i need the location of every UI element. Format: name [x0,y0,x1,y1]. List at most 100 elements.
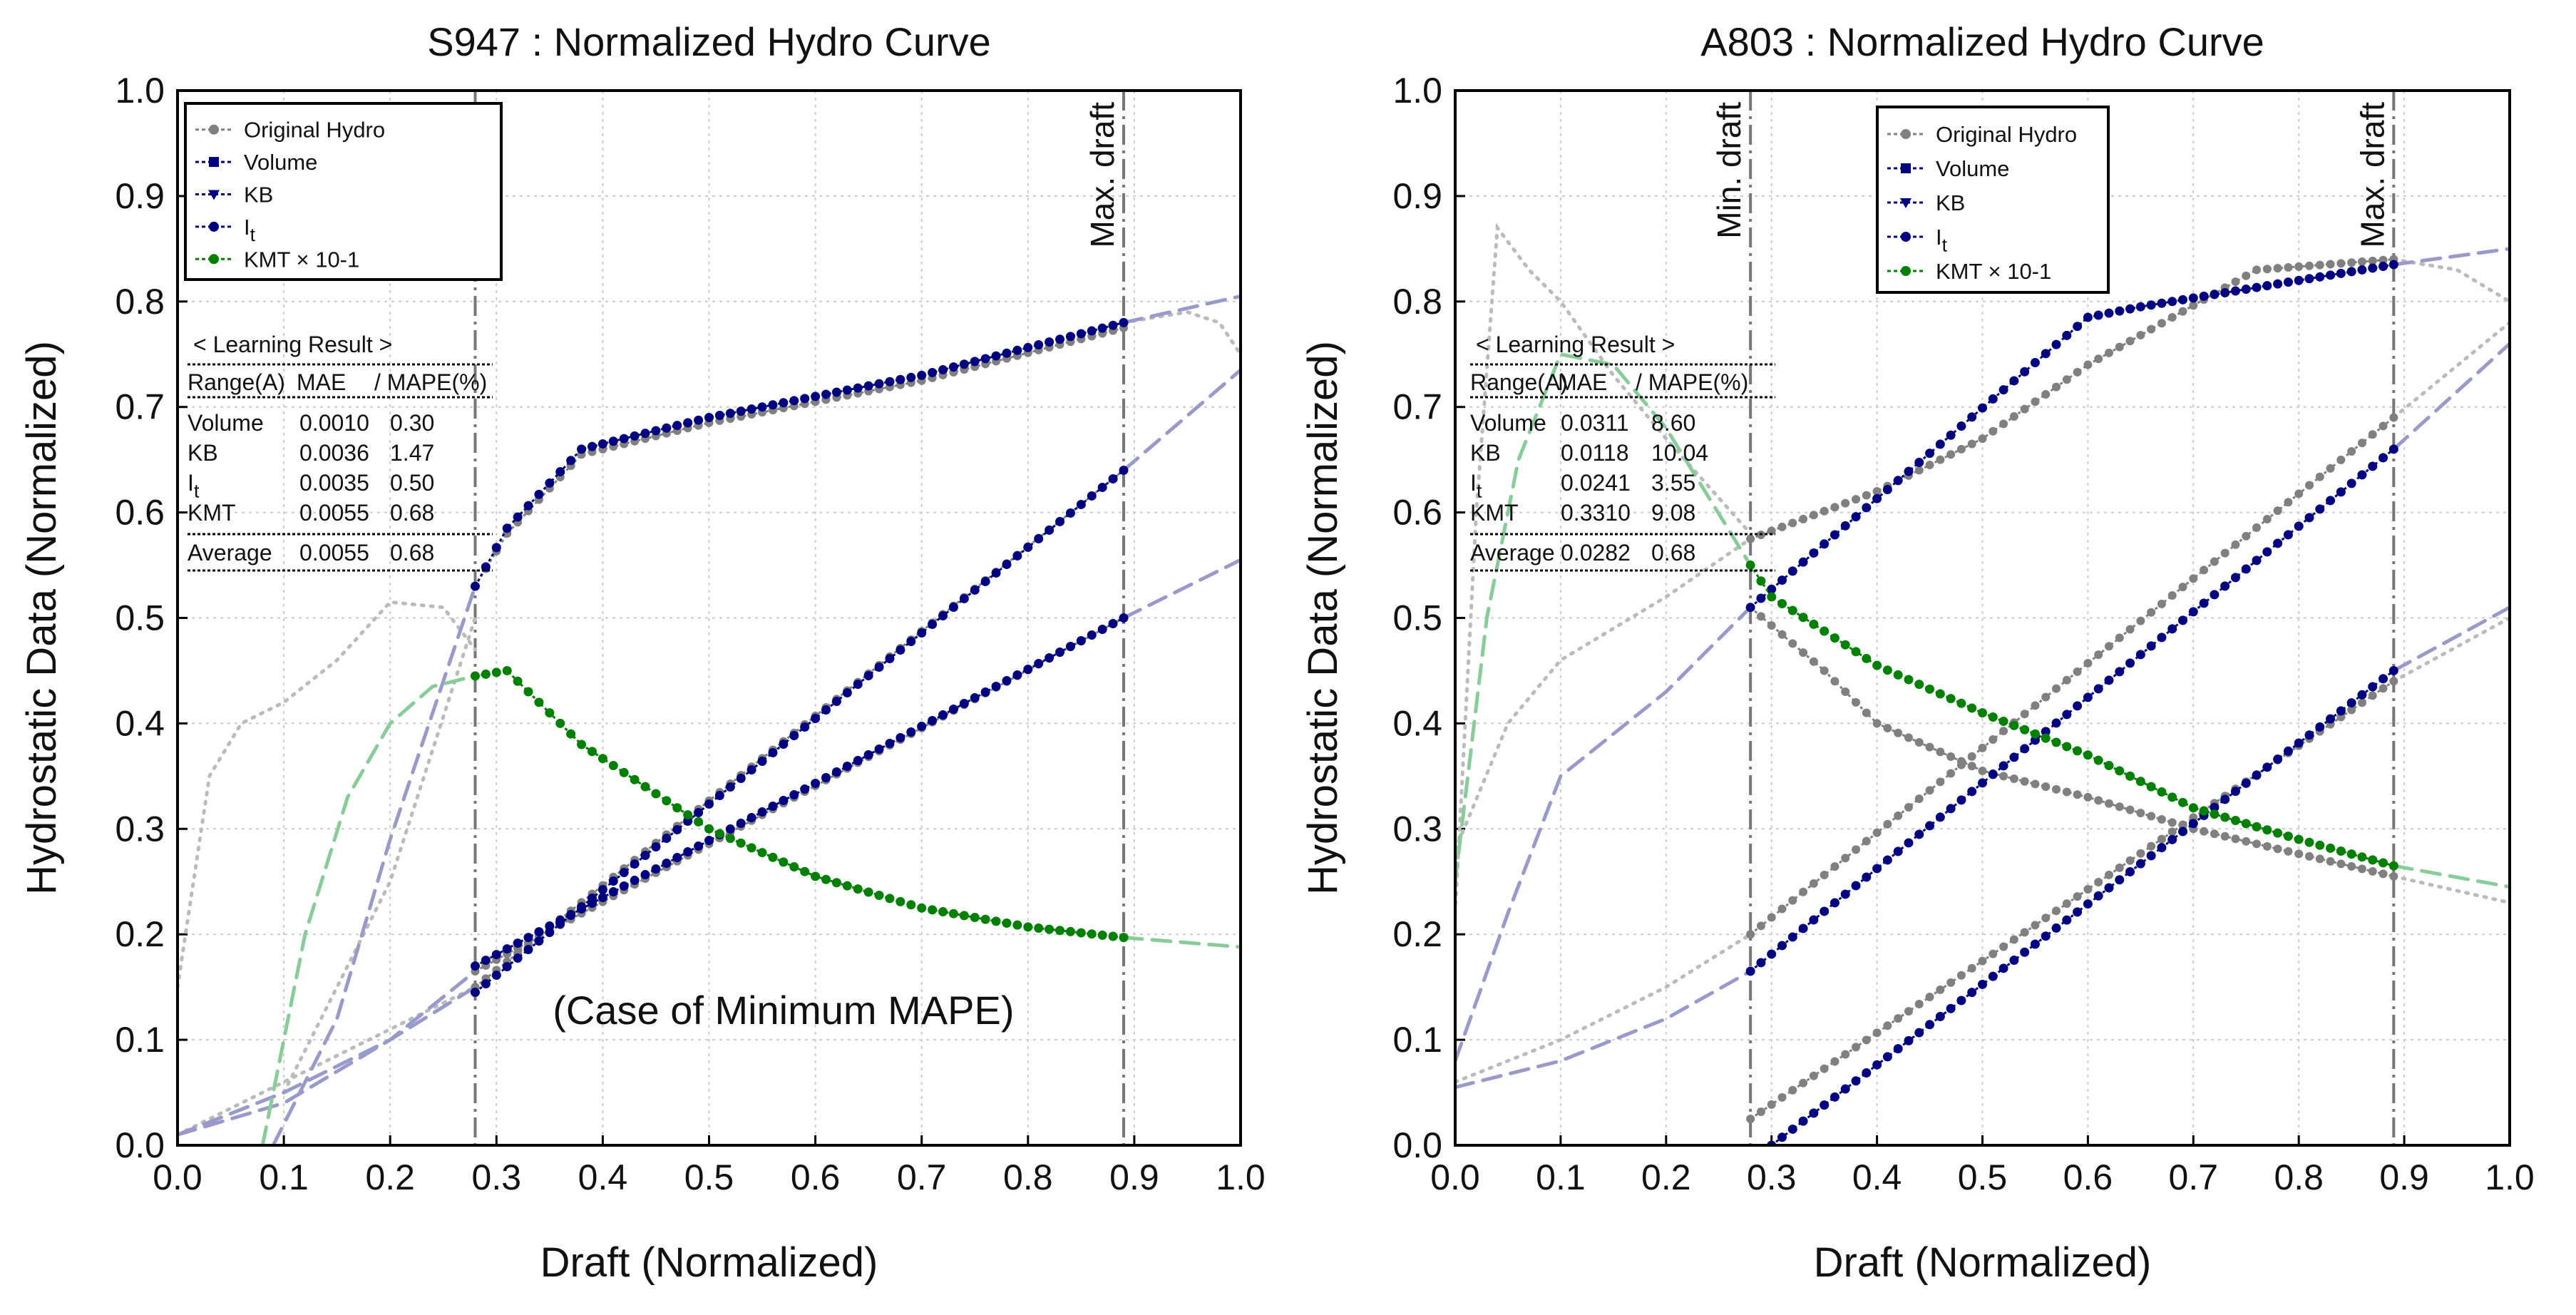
data-point [2147,608,2156,617]
data-point [513,938,523,948]
table-row: It 0.0035 0.50 [188,470,434,502]
data-point [980,914,990,924]
data-point [1893,1044,1903,1054]
series-kmt [470,665,1129,943]
data-point [1820,871,1829,880]
data-point [2200,827,2209,836]
data-point [2336,487,2346,497]
data-point [694,808,704,818]
y-tick-label: 0.6 [115,493,165,533]
legend-label: Original Hydro [244,118,385,143]
data-point [2052,382,2061,392]
y-tick-label: 0.1 [1392,1020,1442,1060]
table-row: KB 0.0036 1.47 [188,440,434,466]
data-point [1883,1021,1892,1030]
data-point [1936,985,1945,994]
data-point [714,791,724,801]
data-point [1830,530,1839,540]
data-point [2041,349,2051,359]
y-tick-label: 0.9 [1392,176,1442,216]
data-point [2199,806,2209,816]
extrapolation-line [2391,605,2510,672]
extrapolation-line [2391,342,2510,451]
table-mape: 10.04 [1651,440,1708,466]
data-point [746,765,756,775]
data-point [2178,827,2188,836]
data-point [2273,844,2282,854]
data-point [555,916,565,926]
data-point [2230,815,2240,825]
data-point [1799,648,1808,658]
data-point [1830,677,1839,686]
data-point [545,928,555,938]
data-point [2273,538,2283,548]
table-row-label: Volume [1470,410,1546,436]
data-point [2167,818,2177,827]
data-point [959,699,969,709]
data-point [2083,899,2093,909]
data-point [2041,782,2051,792]
data-point [2379,869,2388,879]
data-point [2273,506,2282,516]
data-point [2220,581,2230,591]
data-point [608,887,618,897]
data-point [1097,930,1107,940]
data-point [2357,470,2367,480]
table-mae: 0.0036 [299,440,369,466]
data-point [1862,1035,1871,1045]
data-point [1989,735,1998,744]
data-point [2020,947,2030,957]
data-point [2294,275,2304,285]
data-point [640,870,650,880]
data-point [853,383,863,393]
data-point [2062,899,2071,909]
data-point [896,374,905,384]
data-point [2346,267,2356,277]
data-point [1956,971,1966,980]
series-original-volume-ext [1455,537,1753,852]
extrapolation-line [1455,605,1753,1063]
data-point [980,576,990,586]
data-point [651,789,661,799]
data-point [863,670,873,680]
data-point [768,400,778,410]
data-point [1978,778,1987,788]
data-point [2210,290,2220,300]
data-point [2135,650,2145,660]
y-tick-label: 0.2 [115,914,165,954]
x-tick-label: 0.7 [2169,1157,2219,1197]
data-point [2242,531,2251,541]
data-point [1745,966,1755,976]
data-point [1967,703,1977,713]
table-mape: 0.68 [1651,540,1695,566]
data-point [2252,839,2262,849]
data-point [1108,931,1118,941]
extrapolation-line [178,969,477,1137]
extrapolation-line [1122,936,1241,949]
data-point [2273,754,2283,764]
data-point [800,722,810,732]
max-draft-label: Max. draft [1084,102,1121,248]
data-point [2379,684,2388,693]
x-tick-label: 0.6 [791,1157,841,1197]
data-point [1936,747,1945,757]
data-point [768,747,778,757]
data-point [2315,260,2324,270]
plot-area [178,294,1241,1145]
data-point [1882,1052,1892,1062]
data-point [2230,573,2240,583]
data-point [1946,752,1956,761]
data-point [2347,861,2356,871]
data-point [1034,923,1044,933]
data-point [1841,687,1850,697]
data-point [1883,724,1892,733]
data-point [1904,802,1913,812]
data-point [662,423,672,433]
data-point [2062,787,2071,797]
data-point [1809,548,1819,558]
plot-area [1455,222,2510,1145]
data-point [863,887,873,897]
data-point [1840,1084,1850,1094]
data-point [1119,465,1129,475]
data-point [1893,476,1903,486]
